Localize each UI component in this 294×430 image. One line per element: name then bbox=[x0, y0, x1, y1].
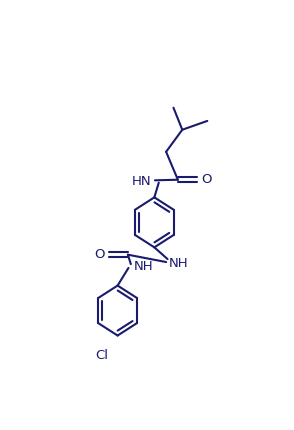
Text: O: O bbox=[94, 248, 104, 261]
Text: Cl: Cl bbox=[95, 349, 108, 362]
Text: NH: NH bbox=[169, 257, 189, 270]
Text: O: O bbox=[201, 173, 212, 186]
Text: HN: HN bbox=[132, 175, 151, 187]
Text: NH: NH bbox=[134, 260, 153, 273]
